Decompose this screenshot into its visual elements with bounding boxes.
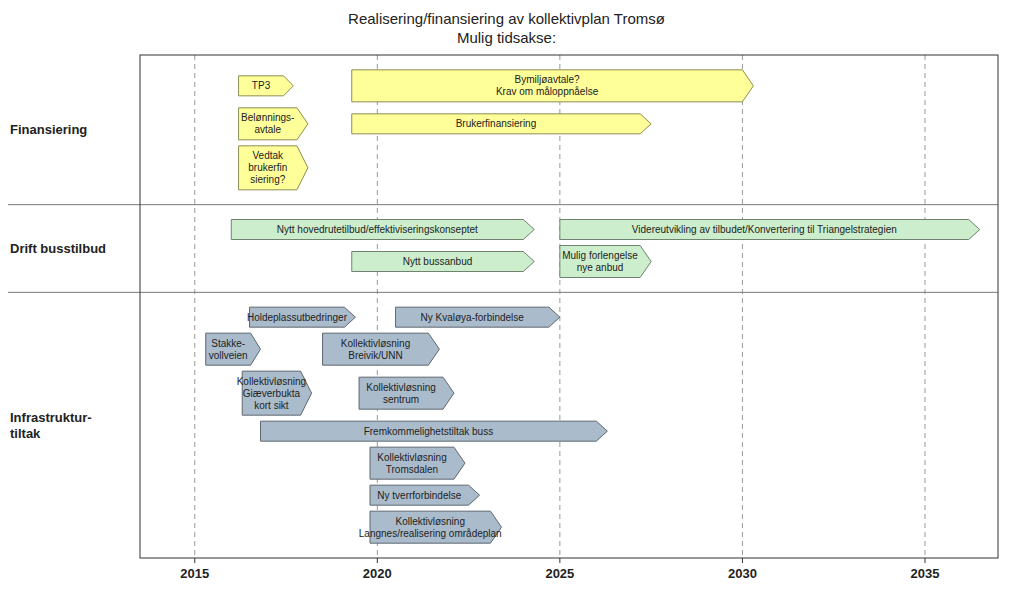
x-tick-label: 2025 <box>545 566 574 581</box>
grid-line <box>742 55 743 558</box>
task-bar <box>239 108 308 140</box>
task-bar <box>239 76 294 96</box>
task-label: KollektivløsningGiæverbuktakort sikt <box>237 376 306 411</box>
task-bar <box>239 146 308 190</box>
task-labels: TP3 Belønnings-avtale Vedtakbrukerfinsieri… <box>209 74 897 538</box>
task-label: Holdeplassutbedringer <box>247 312 348 323</box>
task-bar <box>370 447 465 479</box>
title: Realisering/finansiering av kollektivpla… <box>348 10 665 46</box>
chart: Realisering/finansiering av kollektivpla… <box>0 0 1013 600</box>
section-label: Drift busstilbud <box>10 241 106 256</box>
task-label: Ny tverrforbindelse <box>377 490 461 501</box>
x-tick-label: 2015 <box>180 566 209 581</box>
task-bar <box>231 220 534 240</box>
task-label: Fremkommelighetstiltak buss <box>364 426 493 437</box>
grid <box>195 55 925 558</box>
x-tick <box>377 558 378 563</box>
task-label: Vedtakbrukerfinsiering? <box>248 150 287 185</box>
grid-line <box>194 55 195 558</box>
x-tick-label: 2020 <box>363 566 392 581</box>
x-tick-label: 2035 <box>911 566 940 581</box>
x-tick <box>924 558 925 563</box>
task-bar <box>206 333 261 365</box>
x-tick <box>194 558 195 563</box>
task-bar <box>260 421 607 441</box>
task-bar <box>352 252 535 272</box>
task-label: Mulig forlengelsenye anbud <box>562 250 638 273</box>
x-tick-label: 2030 <box>728 566 757 581</box>
x-tick <box>559 558 560 563</box>
task-label: TP3 <box>252 80 271 91</box>
task-label: Nytt bussanbud <box>403 256 473 267</box>
task-label: Bymiljøavtale?Krav om måloppnåelse <box>496 74 599 97</box>
section-label: Finansiering <box>10 122 87 137</box>
plot-frame <box>140 55 998 558</box>
tasks <box>206 70 980 543</box>
task-bar <box>323 333 440 365</box>
task-label: Belønnings-avtale <box>241 112 294 135</box>
x-axis: 2015 2020 2025 2030 2035 <box>180 558 939 581</box>
task-bar <box>359 377 454 409</box>
task-label: Brukerfinansiering <box>456 118 537 129</box>
grid-line <box>924 55 925 558</box>
task-label: Stakke-vollveien <box>209 338 248 361</box>
section-separator <box>8 204 998 205</box>
task-label: Videreutvikling av tilbudet/Konvertering… <box>632 224 897 235</box>
task-bar <box>370 485 480 505</box>
section-separator <box>8 292 998 293</box>
task-label: Nytt hovedrutetilbud/effektiviseringskon… <box>277 224 478 235</box>
task-bar <box>560 246 651 278</box>
task-label: KollektivløsningTromsdalen <box>377 452 446 475</box>
task-label: KollektivløsningBreivik/UNN <box>341 338 410 361</box>
task-bar <box>352 70 754 102</box>
task-bar <box>352 114 651 134</box>
task-label: Ny Kvaløya-forbindelse <box>421 312 525 323</box>
task-bar <box>396 307 560 327</box>
x-tick <box>742 558 743 563</box>
task-bar <box>560 220 980 240</box>
task-label: KollektivløsningLangnes/realisering områ… <box>359 516 502 539</box>
section-label: Infrastruktur-tiltak <box>10 410 92 441</box>
task-label: Kollektivløsningsentrum <box>366 382 435 405</box>
